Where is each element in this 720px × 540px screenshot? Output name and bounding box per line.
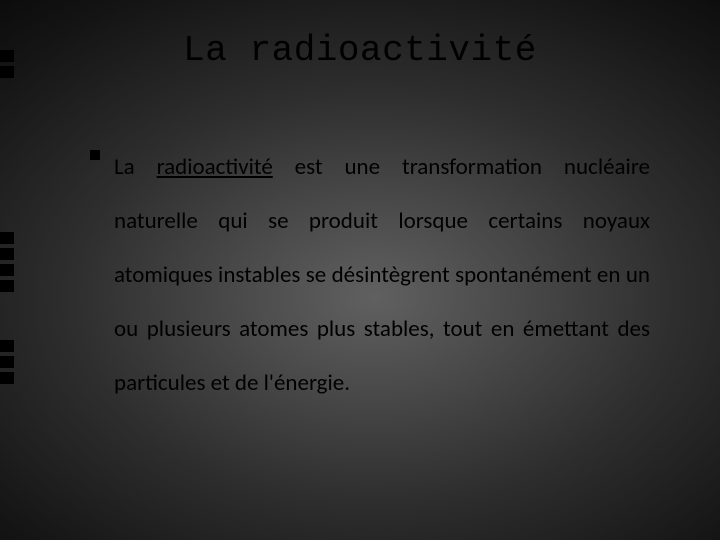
bullet-item: La radioactivité est une transformation … xyxy=(90,140,650,410)
slide-body: La radioactivité est une transformation … xyxy=(90,140,650,410)
bullet-text: La radioactivité est une transformation … xyxy=(114,140,650,410)
dot-icon xyxy=(0,372,14,384)
bullet-rest: est une transformation nucléaire naturel… xyxy=(114,153,650,397)
slide: La radioactivité La radioactivité est un… xyxy=(0,0,720,540)
bullet-marker-icon xyxy=(90,150,100,160)
dot-icon xyxy=(0,232,14,244)
dot-icon xyxy=(0,264,14,276)
left-dot-strip xyxy=(0,0,16,540)
dot-icon xyxy=(0,340,14,352)
slide-title: La radioactivité xyxy=(0,30,720,71)
dot-icon xyxy=(0,356,14,368)
bullet-prefix: La xyxy=(114,153,157,181)
dot-icon xyxy=(0,248,14,260)
dot-icon xyxy=(0,280,14,292)
bullet-underlined-term: radioactivité xyxy=(157,153,273,181)
